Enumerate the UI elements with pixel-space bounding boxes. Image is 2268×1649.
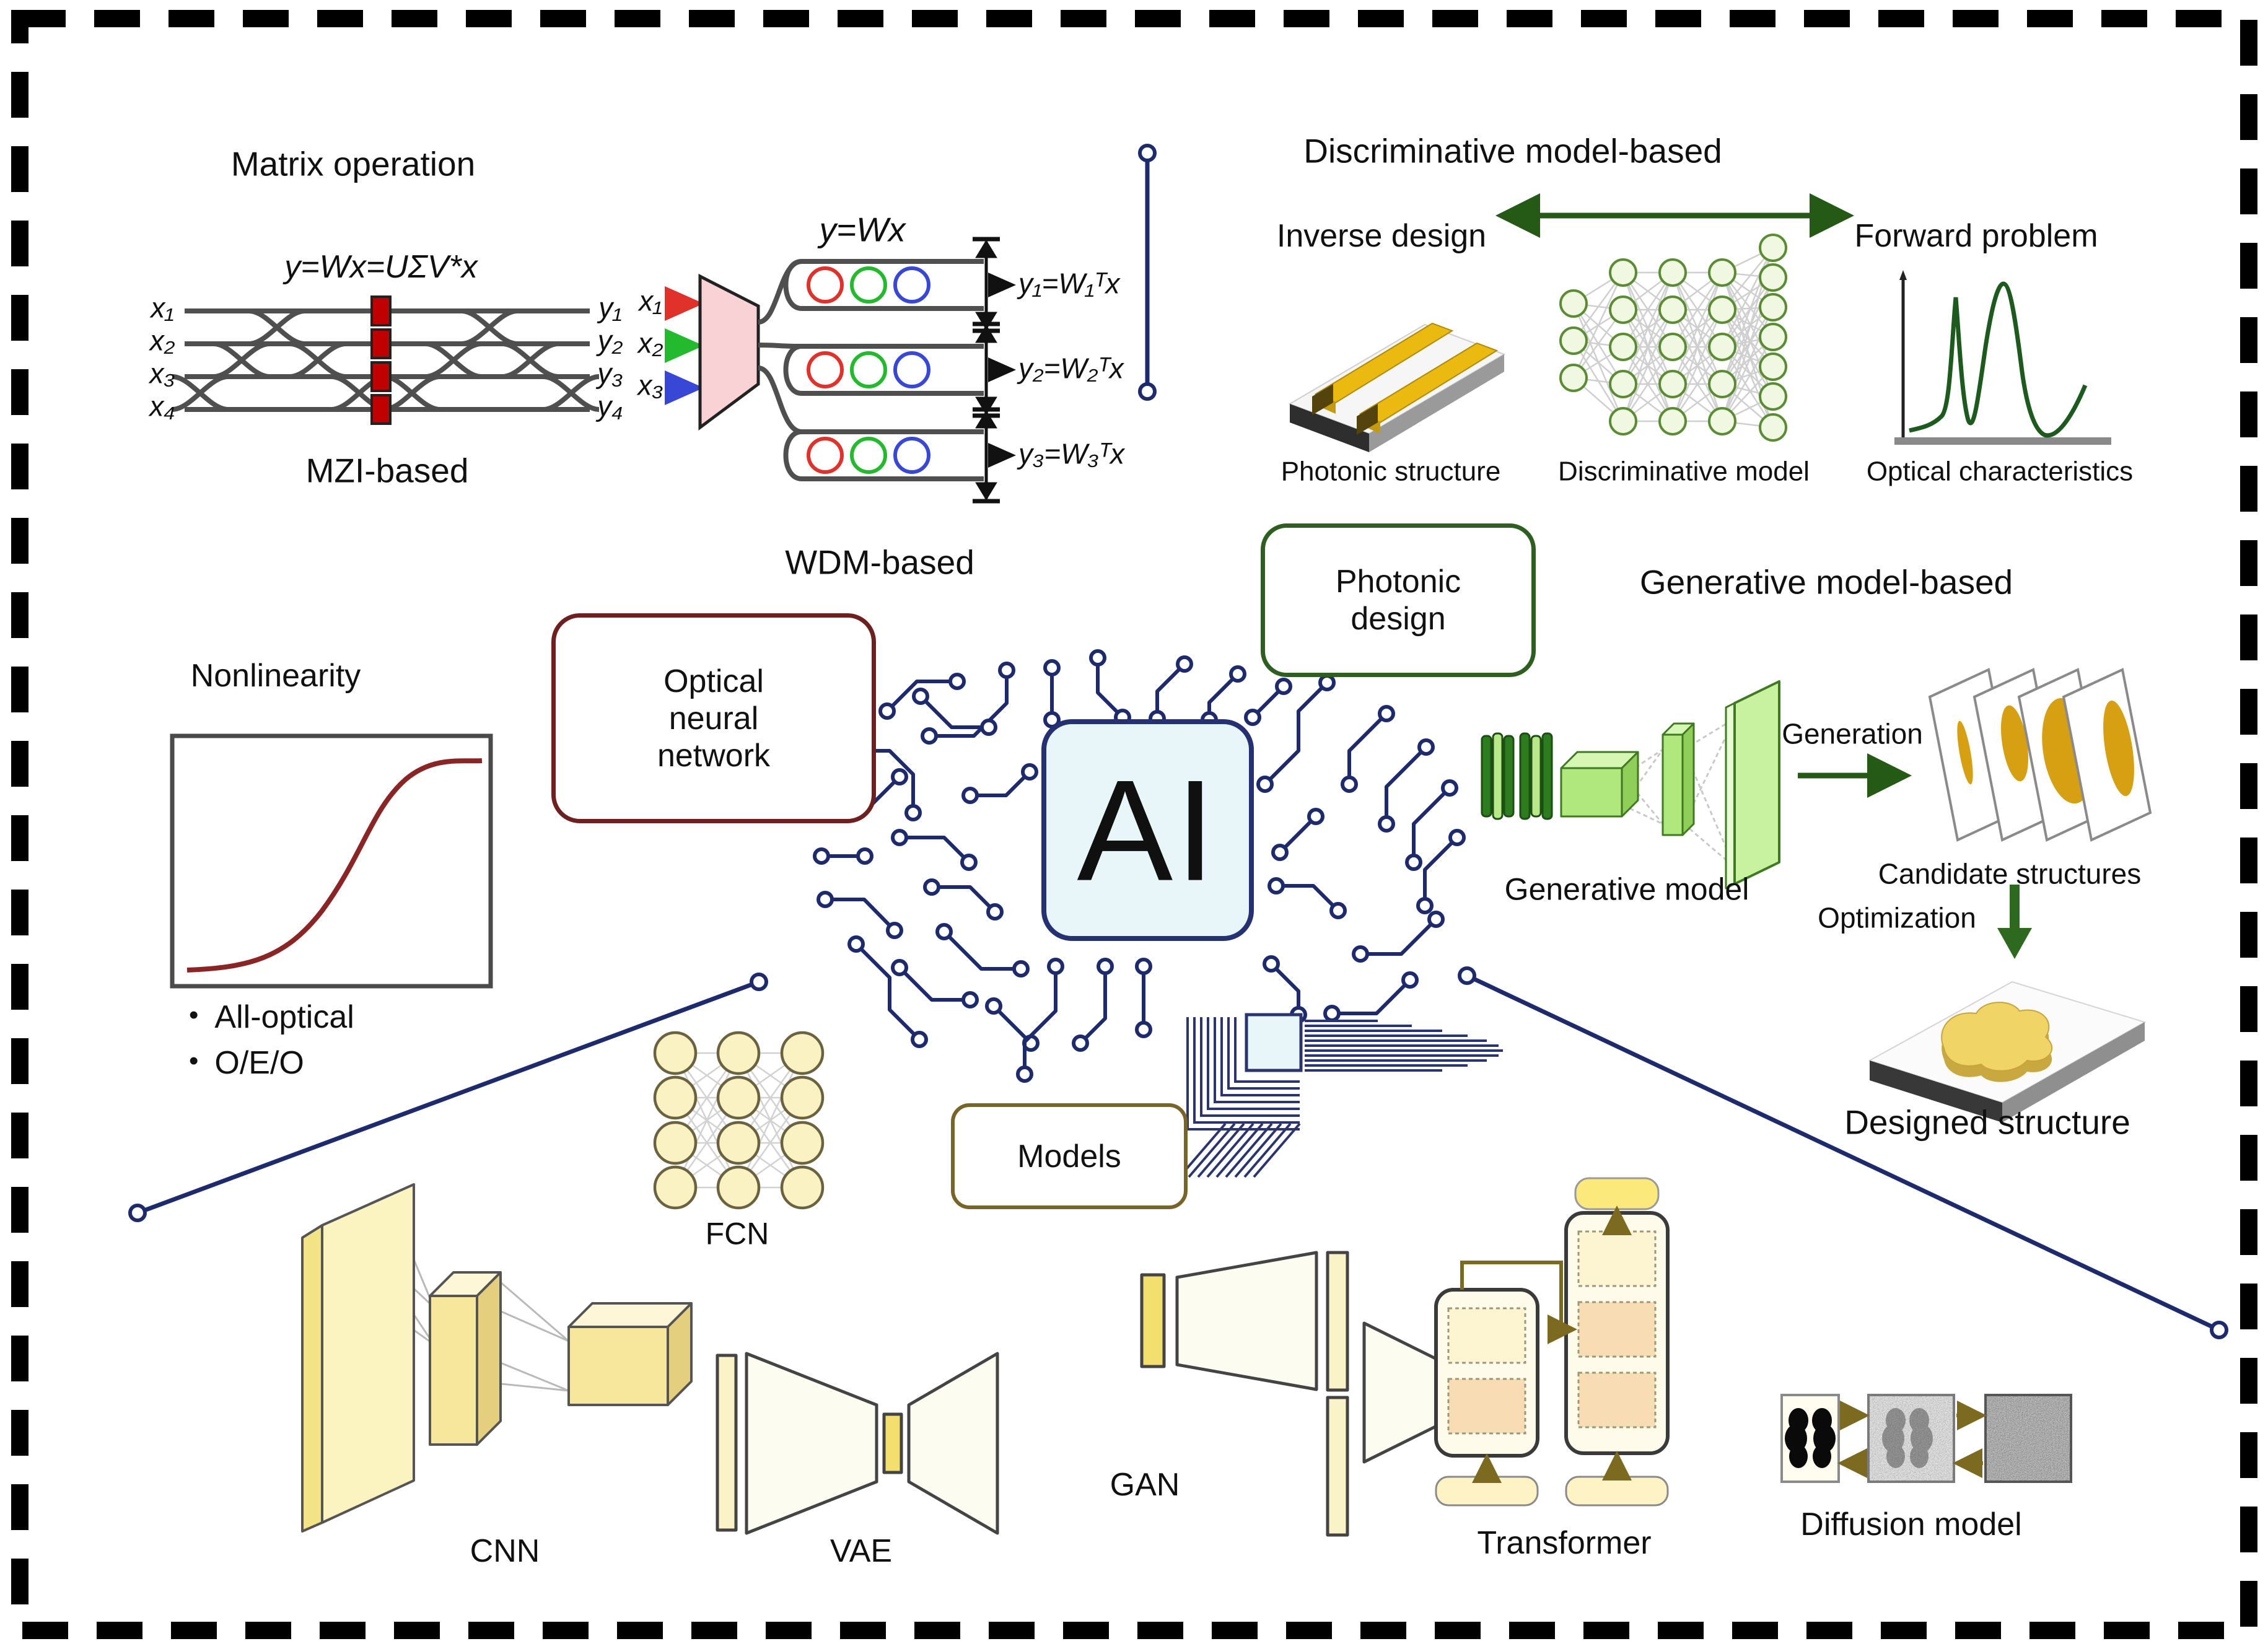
nonlinearity-plot [170, 733, 493, 989]
generative-title: Generative model-based [1639, 562, 2013, 601]
cnn-graphic [301, 1183, 693, 1533]
optical-characteristics-caption: Optical characteristics [1866, 456, 2134, 487]
transformer-caption: Transformer [1477, 1525, 1652, 1562]
mzi-input-x3: x₃ [149, 357, 175, 390]
transformer-graphic [1434, 1177, 1670, 1507]
wdm-output-y2: y₂=W₂ᵀx [1018, 352, 1124, 385]
models-box-label: Models [1017, 1138, 1121, 1174]
mzi-output-y1: y₁ [598, 291, 622, 324]
wdm-output-y1: y₁=W₁ᵀx [1018, 267, 1120, 300]
mzi-output-y3: y₃ [597, 357, 623, 390]
models-box: Models [951, 1103, 1188, 1209]
wdm-equation: y=Wx [819, 210, 906, 249]
onn-line2: neural [668, 700, 759, 737]
designed-structure-caption: Designed structure [1844, 1103, 2130, 1142]
mzi-mesh-graphic [172, 308, 600, 412]
designed-structure-graphic [1868, 981, 2147, 1122]
ai-chip [1041, 719, 1254, 941]
vae-graphic [716, 1352, 999, 1535]
generative-model-graphic [1481, 680, 1780, 890]
candidate-structures-graphic [1928, 668, 2152, 842]
discriminative-title: Discriminative model-based [1303, 131, 1722, 170]
diffusion-graphic [1780, 1394, 2072, 1483]
bullet-oeo: O/E/O [189, 1044, 354, 1082]
mzi-caption: MZI-based [305, 451, 469, 490]
photonic-structure-caption: Photonic structure [1281, 456, 1501, 487]
dashed-frame [11, 10, 2257, 1639]
mzi-phase-shifters [370, 295, 392, 425]
fcn-graphic [653, 1031, 825, 1210]
wdm-caption: WDM-based [785, 543, 974, 582]
mzi-input-x4: x₄ [149, 390, 175, 422]
optical-neural-network-box: Optical neural network [551, 613, 876, 823]
onn-line1: Optical [663, 663, 764, 699]
nonlinearity-bullets: All-optical O/E/O [189, 999, 354, 1090]
photonic-structure-graphic [1288, 322, 1506, 452]
gan-caption: GAN [1110, 1467, 1180, 1503]
photonic-design-line1: Photonic [1335, 564, 1461, 600]
vae-caption: VAE [830, 1533, 893, 1570]
gan-graphic [1140, 1251, 1539, 1537]
forward-problem-label: Forward problem [1854, 218, 2098, 255]
fcn-caption: FCN [705, 1216, 769, 1251]
mzi-input-x2: x₂ [149, 324, 175, 357]
photonic-design-box: Photonic design [1261, 523, 1536, 677]
cnn-caption: CNN [470, 1533, 540, 1570]
connector-lines [128, 144, 2228, 1339]
diffusion-caption: Diffusion model [1800, 1507, 2022, 1543]
mzi-equation: y=Wx=UΣV*x [284, 249, 478, 286]
matrix-operation-title: Matrix operation [230, 144, 476, 183]
ai-small-chip [1245, 1013, 1303, 1072]
mzi-output-y4: y₄ [597, 390, 623, 422]
bullet-all-optical: All-optical [189, 999, 354, 1036]
discriminative-network-graphic [1559, 234, 1787, 442]
inverse-design-label: Inverse design [1276, 218, 1487, 255]
mzi-output-y2: y₂ [597, 324, 623, 357]
wdm-input-x1: x₁ [639, 284, 662, 317]
optical-characteristics-plot [1894, 270, 2111, 445]
discriminative-model-caption: Discriminative model [1558, 456, 1810, 487]
optimization-label: Optimization [1818, 901, 1976, 934]
candidate-structures-caption: Candidate structures [1878, 857, 2142, 890]
mzi-input-x1: x₁ [151, 291, 174, 324]
wdm-splitter [698, 273, 760, 431]
wdm-input-x2: x₂ [637, 326, 663, 359]
optimization-arrow [1997, 885, 2032, 959]
generative-model-caption: Generative model [1504, 872, 1749, 907]
wdm-graphic [665, 237, 1016, 504]
wdm-microrings [807, 266, 930, 474]
wdm-output-y3: y₃=W₃ᵀx [1018, 437, 1124, 470]
nonlinearity-title: Nonlinearity [190, 658, 361, 694]
photonic-design-line2: design [1351, 601, 1446, 637]
wdm-detectors [973, 237, 1016, 504]
ai-chip-label: AI [1077, 750, 1218, 911]
generation-label: Generation [1782, 717, 1923, 750]
onn-line3: network [657, 737, 771, 774]
wdm-input-x3: x₃ [637, 369, 663, 401]
